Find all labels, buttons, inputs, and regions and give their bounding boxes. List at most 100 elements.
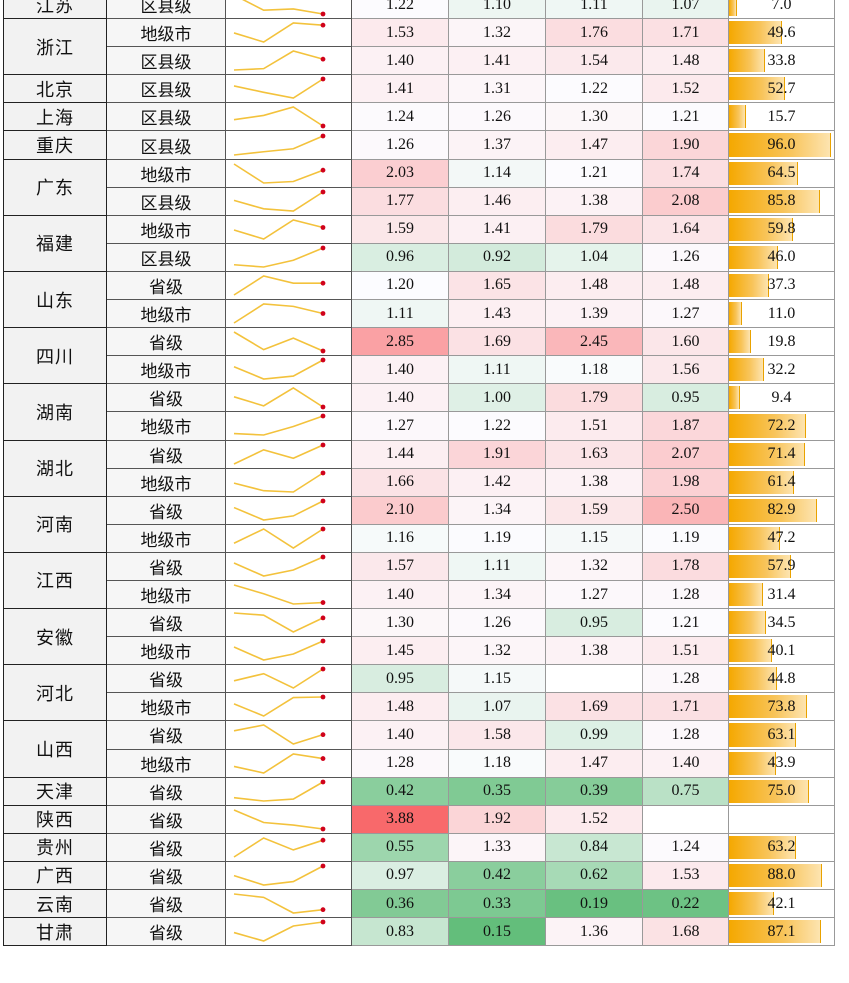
- table-row: 地级市 1.48 1.07 1.69 1.71 73.8: [4, 692, 835, 722]
- value-cell: 1.26: [351, 130, 449, 160]
- level-cell: 省级: [106, 439, 226, 469]
- value-cell: 1.28: [351, 748, 449, 778]
- sparkline-chart: [233, 133, 326, 156]
- value-cell: 1.71: [642, 692, 729, 722]
- databar-fill: [729, 442, 805, 466]
- value-cell: 0.42: [448, 860, 546, 891]
- databar-cell: 73.8: [728, 692, 835, 722]
- value-cell: 1.59: [351, 214, 449, 244]
- sparkline-end-marker: [320, 311, 326, 316]
- databar-cell: 47.2: [728, 523, 835, 553]
- sparkline-line: [233, 724, 324, 746]
- sparkline-end-marker: [320, 666, 326, 672]
- databar-value: 61.4: [767, 473, 796, 491]
- sparkline-chart: [233, 189, 326, 212]
- province-cell: 北京: [3, 74, 107, 104]
- databar-fill: [729, 667, 778, 691]
- value-cell: 1.53: [642, 860, 729, 891]
- value-cell: 1.40: [351, 46, 449, 76]
- value-cell: 1.90: [642, 130, 729, 160]
- level-cell: 省级: [106, 888, 226, 919]
- value-cell: 1.48: [642, 270, 729, 301]
- table-row: 地级市 1.45 1.32 1.38 1.51 40.1: [4, 636, 835, 666]
- databar-fill: [729, 414, 806, 438]
- databar-value: 96.0: [767, 136, 796, 154]
- value-cell: 0.97: [351, 860, 449, 891]
- table-row: 北京 区县级 1.41 1.31 1.22 1.52 52.7: [3, 74, 835, 104]
- sparkline-end-marker: [320, 404, 326, 410]
- sparkline-cell: [225, 664, 352, 694]
- table-row: 上海 区县级 1.24 1.26 1.30 1.21 15.7: [3, 102, 835, 132]
- level-cell: 地级市: [106, 411, 226, 441]
- databar-value: 47.2: [767, 529, 796, 547]
- province-cell: 湖北: [3, 439, 107, 497]
- sparkline-line: [233, 134, 324, 156]
- level-cell: 省级: [106, 608, 226, 638]
- value-cell: 1.40: [351, 383, 449, 413]
- province-cell: 陕西: [3, 804, 107, 834]
- databar-value: 87.1: [767, 922, 796, 940]
- databar-fill: [729, 49, 766, 73]
- sparkline-cell: [225, 776, 352, 806]
- level-cell: 地级市: [106, 579, 226, 610]
- sparkline-chart: [233, 863, 326, 886]
- sparkline-end-marker: [320, 245, 326, 251]
- sparkline-end-marker: [320, 280, 326, 286]
- databar-cell: 82.9: [728, 495, 835, 525]
- province-cell: 浙江: [3, 18, 107, 76]
- databar-value: 63.2: [767, 838, 796, 856]
- databar-cell: 63.2: [728, 832, 835, 862]
- sparkline-chart: [233, 526, 326, 549]
- value-cell: 1.21: [642, 608, 729, 638]
- value-cell: 1.41: [448, 214, 546, 244]
- value-cell: 2.07: [642, 439, 729, 469]
- level-cell: 省级: [106, 551, 226, 581]
- level-cell: 省级: [106, 270, 226, 301]
- level-cell: 区县级: [106, 0, 226, 20]
- value-cell: 1.98: [642, 467, 729, 497]
- value-cell: 0.22: [642, 888, 729, 919]
- value-cell: 1.40: [351, 579, 449, 610]
- value-cell: 1.27: [642, 299, 729, 329]
- databar-cell: 72.2: [728, 411, 835, 441]
- sparkline-end-marker: [320, 470, 326, 476]
- level-cell: 地级市: [106, 355, 226, 385]
- level-cell: 地级市: [106, 692, 226, 722]
- value-cell: 1.28: [642, 664, 729, 694]
- databar-fill: [729, 582, 763, 607]
- databar-fill: [729, 835, 797, 859]
- databar-value: 40.1: [767, 641, 796, 659]
- databar-fill: [729, 330, 751, 354]
- value-cell: 1.21: [545, 158, 643, 188]
- sparkline-chart: [233, 470, 326, 493]
- value-cell: 1.26: [642, 242, 729, 272]
- sparkline-cell: [225, 327, 352, 357]
- databar-fill: [729, 245, 779, 269]
- level-cell: 省级: [106, 804, 226, 834]
- sparkline-line: [233, 443, 324, 465]
- databar-value: 85.8: [767, 192, 796, 210]
- table-row: 江西 省级 1.57 1.11 1.32 1.78 57.9: [3, 551, 835, 610]
- databar-fill: [729, 751, 777, 775]
- databar-fill: [729, 863, 823, 887]
- databar-value: 64.5: [767, 164, 796, 182]
- level-cell: 地级市: [106, 299, 226, 329]
- value-cell: 1.34: [448, 579, 546, 610]
- value-cell: 1.76: [545, 18, 643, 48]
- sparkline-end-marker: [320, 826, 326, 832]
- value-cell: 1.47: [545, 130, 643, 160]
- value-cell: 0.33: [448, 888, 546, 919]
- sparkline-chart: [233, 22, 326, 44]
- value-cell: 1.46: [448, 186, 546, 216]
- value-cell: 1.32: [545, 551, 643, 581]
- databar-cell: 88.0: [728, 860, 835, 891]
- sparkline-end-marker: [320, 224, 326, 230]
- table-row: 重庆 区县级 1.26 1.37 1.47 1.90 96.0: [3, 130, 835, 160]
- table-row: 福建 地级市 1.59 1.41 1.79 1.64 59.8: [3, 214, 835, 272]
- sparkline-end-marker: [320, 837, 326, 843]
- databar-value: 88.0: [767, 866, 796, 884]
- value-cell: 1.22: [351, 0, 449, 20]
- sparkline-end-marker: [320, 863, 326, 869]
- value-cell: 0.36: [351, 888, 449, 919]
- province-cell: 广西: [3, 860, 107, 891]
